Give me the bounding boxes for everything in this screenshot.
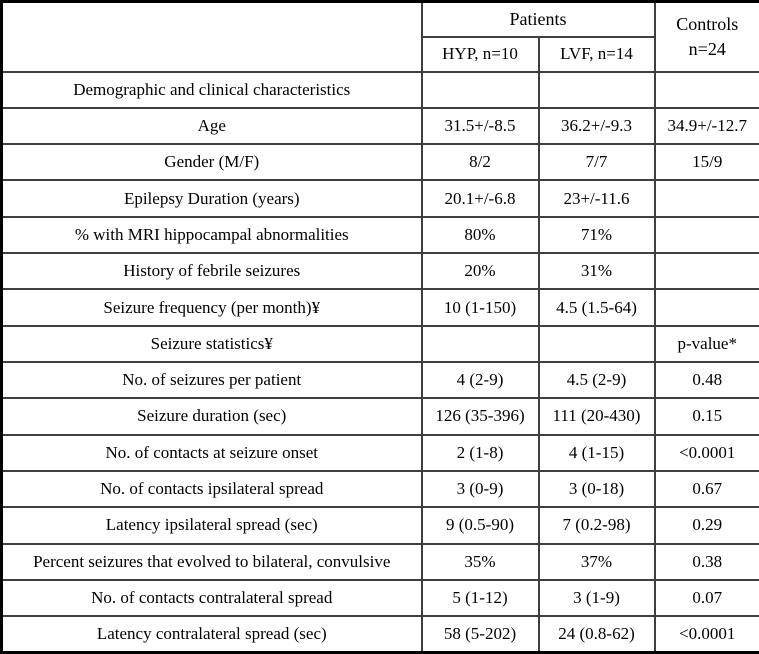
- controls-value-cell: <0.0001: [653, 615, 759, 654]
- row-label-cell: Gender (M/F): [0, 143, 423, 182]
- lvf-value-cell: 7 (0.2-98): [537, 506, 656, 545]
- table-row: No. of contacts contralateral spread 5 (1…: [0, 578, 759, 618]
- controls-value-cell: p-value*: [653, 324, 759, 364]
- table-row: Latency ipsilateral spread (sec) 9 (0.5-9…: [0, 506, 759, 545]
- corner-empty-cell: [0, 0, 423, 73]
- row-label-cell: Seizure statistics¥: [0, 324, 423, 364]
- row-label-cell: No. of contacts ipsilateral spread: [0, 469, 423, 509]
- lvf-value-cell: 7/7: [537, 143, 656, 182]
- header-row-2: HYP, n=10 LVF, n=14: [2, 35, 759, 73]
- lvf-value-cell: 4.5 (1.5-64): [537, 288, 656, 327]
- table-row: Seizure duration (sec) 126 (35-396) 111 (2…: [0, 397, 759, 436]
- hyp-value-cell: 4 (2-9): [420, 360, 540, 400]
- table-row: Demographic and clinical characteristics: [0, 70, 759, 109]
- controls-value-cell: [653, 179, 759, 218]
- lvf-value-cell: 24 (0.8-62): [537, 615, 656, 654]
- controls-value-cell: <0.0001: [653, 433, 759, 472]
- hyp-value-cell: 126 (35-396): [420, 397, 540, 436]
- hyp-value-cell: 20%: [420, 252, 540, 291]
- lvf-column-header: LVF, n=14: [537, 35, 656, 73]
- header-row-1: Patients Controls n=24: [0, 0, 759, 73]
- hyp-value-cell: 10 (1-150): [420, 288, 540, 327]
- controls-value-cell: 15/9: [653, 143, 759, 182]
- row-label-cell: No. of contacts contralateral spread: [0, 578, 423, 618]
- controls-value-cell: [653, 288, 759, 327]
- hyp-value-cell: [420, 70, 540, 109]
- table-row: Seizure statistics¥ p-value*: [0, 324, 759, 364]
- hyp-value-cell: [420, 324, 540, 364]
- hyp-value-cell: 80%: [420, 215, 540, 255]
- row-label-cell: Seizure frequency (per month)¥: [0, 288, 423, 327]
- lvf-value-cell: 3 (0-18): [537, 469, 656, 509]
- controls-n-label: n=24: [688, 38, 726, 59]
- controls-value-cell: 0.29: [653, 506, 759, 545]
- row-label-cell: History of febrile seizures: [0, 252, 423, 291]
- hyp-value-cell: 35%: [420, 542, 540, 581]
- hyp-value-cell: 58 (5-202): [420, 615, 540, 654]
- row-label-cell: Latency contralateral spread (sec): [0, 615, 423, 654]
- hyp-value-cell: 3 (0-9): [420, 469, 540, 509]
- table-row: No. of contacts at seizure onset 2 (1-8) 4…: [0, 433, 759, 472]
- controls-value-cell: 0.67: [653, 469, 759, 509]
- row-label-cell: Epilepsy Duration (years): [0, 179, 423, 218]
- table-row: No. of seizures per patient 4 (2-9) 4.5 (2…: [0, 360, 759, 400]
- lvf-value-cell: 4 (1-15): [537, 433, 656, 472]
- table-row: Latency contralateral spread (sec) 58 (5-…: [0, 615, 759, 654]
- hyp-value-cell: 2 (1-8): [420, 433, 540, 472]
- controls-value-cell: 0.07: [653, 578, 759, 618]
- controls-value-cell: 34.9+/-12.7: [653, 106, 759, 146]
- hyp-value-cell: 20.1+/-6.8: [420, 179, 540, 218]
- lvf-value-cell: 36.2+/-9.3: [537, 106, 656, 146]
- table-row: Percent seizures that evolved to bilater…: [0, 542, 759, 581]
- row-label-cell: No. of seizures per patient: [0, 360, 423, 400]
- table-row: No. of contacts ipsilateral spread 3 (0-9…: [0, 469, 759, 509]
- lvf-value-cell: 4.5 (2-9): [537, 360, 656, 400]
- lvf-value-cell: 71%: [537, 215, 656, 255]
- controls-value-cell: 0.38: [653, 542, 759, 581]
- controls-value-cell: [653, 215, 759, 255]
- controls-value-cell: 0.48: [653, 360, 759, 400]
- table-row: Epilepsy Duration (years) 20.1+/-6.8 23+/-…: [0, 179, 759, 218]
- lvf-value-cell: 111 (20-430): [537, 397, 656, 436]
- table-row: History of febrile seizures 20% 31%: [0, 252, 759, 291]
- row-label-cell: Demographic and clinical characteristics: [0, 70, 423, 109]
- controls-column-header: Controls n=24: [653, 0, 759, 73]
- lvf-value-cell: [537, 70, 656, 109]
- hyp-value-cell: 5 (1-12): [420, 578, 540, 618]
- lvf-value-cell: [537, 324, 656, 364]
- lvf-value-cell: 31%: [537, 252, 656, 291]
- row-label-cell: No. of contacts at seizure onset: [0, 433, 423, 472]
- row-label-cell: % with MRI hippocampal abnormalities: [0, 215, 423, 255]
- row-label-cell: Latency ipsilateral spread (sec): [0, 506, 423, 545]
- row-label-cell: Seizure duration (sec): [0, 397, 423, 436]
- table-row: Gender (M/F) 8/2 7/7 15/9: [0, 143, 759, 182]
- table-body: Demographic and clinical characteristics…: [0, 70, 759, 654]
- table-row: % with MRI hippocampal abnormalities 80% 7…: [0, 215, 759, 255]
- controls-value-cell: [653, 70, 759, 109]
- lvf-value-cell: 37%: [537, 542, 656, 581]
- table-row: Age 31.5+/-8.5 36.2+/-9.3 34.9+/-12.7: [0, 106, 759, 146]
- hyp-value-cell: 31.5+/-8.5: [420, 106, 540, 146]
- patients-group-header: Patients: [420, 0, 656, 38]
- row-label-cell: Percent seizures that evolved to bilater…: [0, 542, 423, 581]
- hyp-column-header: HYP, n=10: [420, 35, 540, 73]
- controls-value-cell: 0.15: [653, 397, 759, 436]
- controls-value-cell: [653, 252, 759, 291]
- hyp-value-cell: 8/2: [420, 143, 540, 182]
- hyp-value-cell: 9 (0.5-90): [420, 506, 540, 545]
- controls-label: Controls: [676, 14, 739, 35]
- lvf-value-cell: 3 (1-9): [537, 578, 656, 618]
- lvf-value-cell: 23+/-11.6: [537, 179, 656, 218]
- table-row: Seizure frequency (per month)¥ 10 (1-150)…: [0, 288, 759, 327]
- row-label-cell: Age: [0, 106, 423, 146]
